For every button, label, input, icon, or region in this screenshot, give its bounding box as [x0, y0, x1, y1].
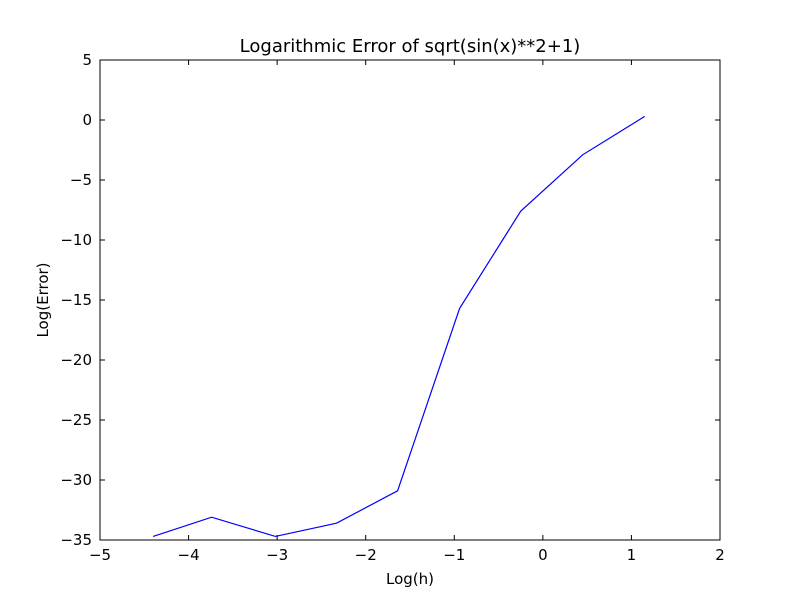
- y-tick-label: 5: [82, 51, 92, 69]
- y-tick-label: −20: [60, 351, 92, 369]
- plot-area: [152, 115, 646, 538]
- x-tick-label: −2: [355, 546, 377, 564]
- y-tick-label: −5: [70, 171, 92, 189]
- x-tick-label: −3: [266, 546, 288, 564]
- x-tick-label: 2: [715, 546, 725, 564]
- x-tick-label: −1: [443, 546, 465, 564]
- y-tick-label: −15: [60, 291, 92, 309]
- x-tick-label: 1: [627, 546, 637, 564]
- chart-title: Logarithmic Error of sqrt(sin(x)**2+1): [240, 36, 581, 57]
- y-tick-label: 0: [82, 111, 92, 129]
- axis-ticks: −5 −4 −3 −2 −1 0 1 250−5−10−15−20−25−30−35: [60, 51, 724, 564]
- y-axis-label: Log(Error): [34, 262, 52, 337]
- plot-frame: [99, 59, 721, 541]
- y-tick-label: −25: [60, 411, 92, 429]
- y-tick-label: −10: [60, 231, 92, 249]
- x-axis-label: Log(h): [386, 570, 434, 588]
- x-tick-label: −4: [178, 546, 200, 564]
- y-tick-label: −35: [60, 531, 92, 549]
- series-line: [152, 115, 646, 538]
- y-tick-label: −30: [60, 471, 92, 489]
- x-tick-label: −5: [89, 546, 111, 564]
- x-tick-label: 0: [538, 546, 548, 564]
